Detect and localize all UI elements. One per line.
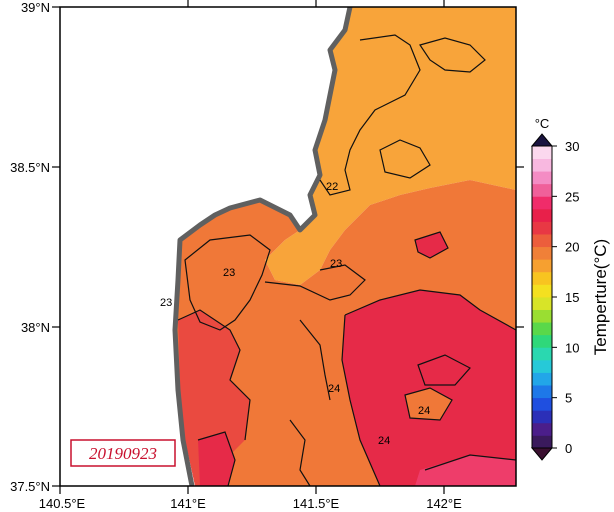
contour-label: 24 bbox=[378, 435, 390, 447]
colorbar-tick-label: 0 bbox=[565, 441, 572, 456]
lon-label: 140.5°E bbox=[39, 496, 86, 511]
contour-label: 23 bbox=[160, 297, 172, 309]
colorbar-tick-label: 30 bbox=[565, 139, 579, 154]
contour-line bbox=[417, 354, 471, 386]
sst-patch-a bbox=[415, 232, 448, 258]
colorbar-swatch bbox=[532, 410, 552, 424]
colorbar-swatch bbox=[532, 322, 552, 336]
colorbar-swatch bbox=[532, 309, 552, 323]
colorbar-unit: °C bbox=[535, 116, 550, 131]
contour-line bbox=[264, 264, 366, 301]
contour-line bbox=[184, 234, 271, 331]
colorbar-swatch bbox=[532, 196, 552, 210]
lon-label: 141°E bbox=[170, 496, 206, 511]
sst-patch-b bbox=[405, 388, 452, 420]
contour-line bbox=[177, 309, 251, 441]
colorbar-swatch bbox=[532, 183, 552, 197]
colorbar-swatch bbox=[532, 359, 552, 373]
contour-line bbox=[341, 314, 381, 487]
lon-label: 142°E bbox=[426, 496, 462, 511]
colorbar: °C 30 25 20 15 10 5 0 Temperture(°C) bbox=[530, 116, 610, 461]
colorbar-ticks: 30 25 20 15 10 5 0 bbox=[552, 139, 579, 456]
colorbar-tick-label: 10 bbox=[565, 340, 579, 355]
colorbar-swatch bbox=[532, 347, 552, 361]
colorbar-tick-label: 5 bbox=[565, 391, 572, 406]
contour-line bbox=[289, 419, 311, 487]
sst-zone-warm bbox=[265, 7, 516, 285]
sst-zone-hotter-coast bbox=[198, 432, 235, 486]
colorbar-swatch bbox=[532, 208, 552, 222]
contour-line bbox=[319, 34, 421, 196]
colorbar-tick-label: 20 bbox=[565, 240, 579, 255]
contour-line bbox=[419, 37, 486, 73]
lat-label: 38.5°N bbox=[10, 160, 50, 175]
land-north bbox=[60, 7, 350, 486]
colorbar-tick-label: 15 bbox=[565, 290, 579, 305]
date-box bbox=[70, 439, 176, 467]
lat-ticks bbox=[52, 6, 524, 487]
colorbar-swatch bbox=[532, 372, 552, 386]
contour-line bbox=[404, 387, 453, 421]
contour-line bbox=[344, 289, 517, 331]
colorbar-swatch bbox=[532, 297, 552, 310]
colorbar-swatch bbox=[532, 171, 552, 185]
colorbar-swatch bbox=[532, 271, 552, 285]
contour-line bbox=[299, 319, 331, 401]
sst-field bbox=[175, 7, 516, 486]
colorbar-swatch bbox=[532, 334, 552, 348]
contour-label: 24 bbox=[418, 405, 430, 417]
contour-label: 23 bbox=[330, 258, 342, 270]
colorbar-swatch bbox=[532, 397, 552, 411]
colorbar-top-arrow bbox=[530, 133, 554, 147]
sst-zone-hot bbox=[178, 310, 250, 486]
map-frame bbox=[59, 6, 517, 487]
colorbar-swatch bbox=[532, 422, 552, 436]
colorbar-swatch bbox=[532, 259, 552, 273]
contour-line bbox=[424, 454, 517, 471]
lat-label: 38°N bbox=[21, 320, 50, 335]
colorbar-title: Temperture(°C) bbox=[591, 239, 610, 355]
lat-label: 39°N bbox=[21, 0, 50, 15]
coast-shadow bbox=[172, 6, 353, 487]
colorbar-swatch bbox=[532, 385, 552, 399]
lon-label: 141.5°E bbox=[293, 496, 340, 511]
contour-label-group: 22 23 23 23 24 24 24 bbox=[160, 181, 430, 447]
colorbar-swatches bbox=[532, 146, 552, 449]
contour-line bbox=[197, 431, 236, 487]
colorbar-bottom-arrow bbox=[530, 447, 554, 461]
contour-label: 23 bbox=[223, 267, 235, 279]
colorbar-swatch bbox=[532, 158, 552, 172]
colorbar-swatch bbox=[532, 234, 552, 248]
date-label: 20190923 bbox=[89, 444, 157, 463]
contour-lines bbox=[177, 34, 517, 487]
contour-label: 24 bbox=[328, 383, 340, 395]
contour-label: 22 bbox=[326, 181, 338, 193]
colorbar-swatch bbox=[532, 221, 552, 235]
colorbar-tick-label: 25 bbox=[565, 189, 579, 204]
colorbar-swatch bbox=[532, 246, 552, 260]
colorbar-swatch bbox=[532, 146, 552, 159]
colorbar-swatch bbox=[532, 435, 552, 449]
lat-label: 37.5°N bbox=[10, 479, 50, 494]
lon-ticks bbox=[59, 0, 445, 494]
contour-line bbox=[414, 231, 449, 259]
sst-zone-pink bbox=[415, 455, 516, 486]
colorbar-swatch bbox=[532, 284, 552, 298]
contour-line bbox=[379, 139, 431, 179]
